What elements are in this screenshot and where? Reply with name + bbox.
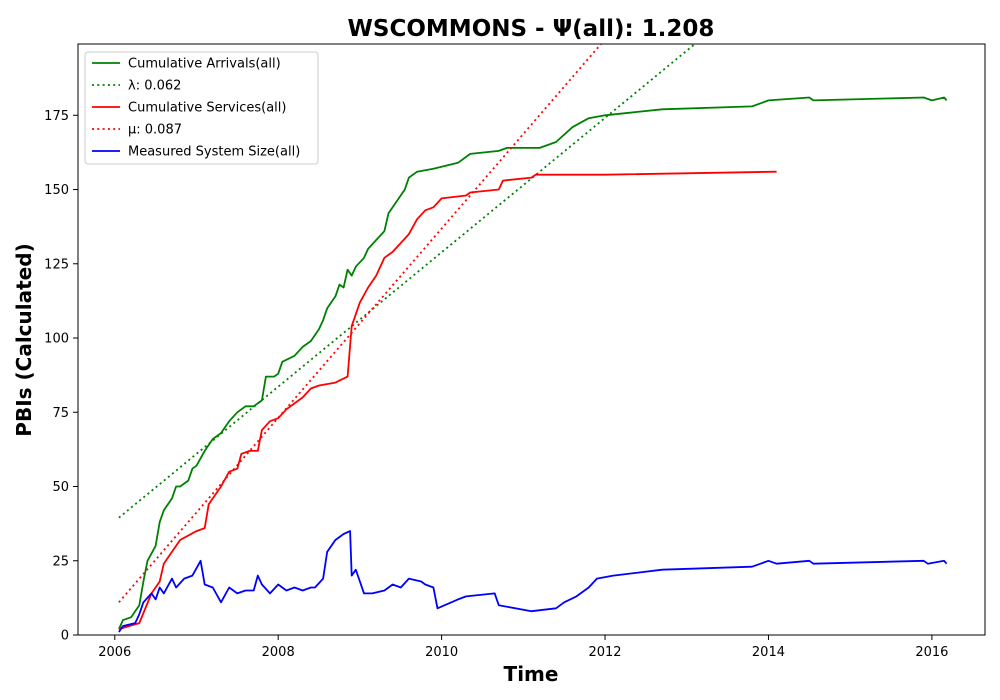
y-tick-label: 100 — [44, 332, 69, 347]
chart-title: WSCOMMONS - Ψ(all): 1.208 — [348, 16, 715, 42]
series-line-1 — [118, 44, 696, 519]
axes: 2006 2008 2010 2012 2014 2016 0 25 50 75 100 125 150… — [44, 43, 986, 660]
legend-label-4: Measured System Size(all) — [128, 145, 300, 160]
y-tick-label: 25 — [52, 554, 69, 569]
y-tick-label: 150 — [44, 183, 69, 198]
plot-area — [118, 44, 948, 633]
x-tick-label: 2010 — [425, 645, 458, 660]
series-line-2 — [118, 170, 777, 630]
series-line-0 — [118, 96, 948, 630]
y-tick-label: 175 — [44, 109, 69, 124]
y-tick-label: 75 — [52, 406, 69, 421]
series-line-3 — [118, 44, 602, 603]
x-tick-label: 2016 — [915, 645, 948, 660]
x-axis-label: Time — [504, 662, 559, 686]
x-tick-label: 2008 — [262, 645, 295, 660]
legend: Cumulative Arrivals(all) λ: 0.062 Cumulati… — [84, 51, 319, 165]
legend-label-1: λ: 0.062 — [128, 79, 181, 94]
axes-frame — [77, 43, 986, 636]
x-tick-label: 2006 — [98, 645, 131, 660]
x-tick-label: 2012 — [588, 645, 621, 660]
legend-label-0: Cumulative Arrivals(all) — [128, 57, 281, 72]
legend-label-2: Cumulative Services(all) — [128, 101, 286, 116]
x-tick-label: 2014 — [752, 645, 785, 660]
series-line-4 — [118, 530, 948, 633]
y-tick-label: 0 — [61, 629, 69, 644]
legend-box — [84, 51, 319, 165]
legend-label-3: μ: 0.087 — [128, 123, 182, 138]
y-axis-label: PBIs (Calculated) — [12, 243, 36, 436]
y-tick-label: 50 — [52, 480, 69, 495]
y-tick-label: 125 — [44, 257, 69, 272]
